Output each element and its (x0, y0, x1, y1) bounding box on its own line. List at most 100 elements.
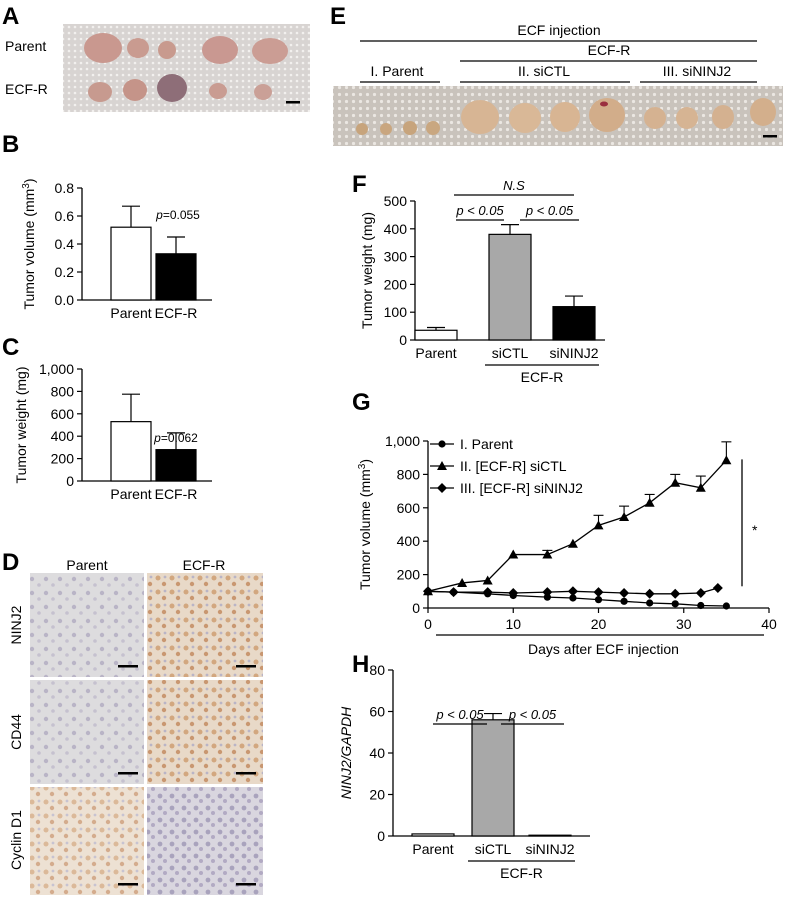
bracket-label: p < 0.05 (525, 203, 574, 218)
ihc-col-label-parent: Parent (66, 557, 107, 573)
y-tick-label: 400 (397, 533, 421, 549)
x-tick-label: 0 (424, 616, 432, 632)
bar (552, 306, 596, 341)
x-tick-label: 40 (761, 616, 777, 632)
y-tick-label: 60 (369, 704, 385, 720)
y-axis-label: Tumor volume (mm3) (21, 178, 38, 309)
y-tick-label: 0.2 (55, 264, 75, 280)
photo-e-header: ECF injection (517, 22, 600, 38)
data-point (697, 601, 705, 610)
y-tick-label: 200 (384, 276, 408, 292)
series-diamond (423, 582, 723, 599)
tumor-specimens-ecf-r (88, 74, 272, 102)
bracket-label: p < 0.05 (508, 707, 557, 722)
panel-label-d: D (2, 549, 19, 576)
data-point (508, 587, 519, 598)
x-tick-label: ECF-R (155, 305, 198, 321)
legend-entry: III. [ECF-R] siNINJ2 (460, 480, 583, 496)
y-tick-label: 1,000 (39, 361, 74, 377)
panel-labels: A B C D E F G H (2, 3, 371, 678)
ihc-row-label-ninj2: NINJ2 (8, 605, 24, 644)
bar (110, 226, 152, 301)
y-tick-label: 0 (66, 473, 74, 489)
data-point (695, 587, 706, 598)
ihc-scale-bars (118, 665, 256, 886)
scale-bar-e (763, 135, 777, 138)
bar (411, 833, 455, 837)
y-tick-label: 600 (51, 406, 75, 422)
ihc-col-label-ecf-r: ECF-R (183, 557, 226, 573)
y-axis-label: Tumor volume (mm3) (357, 459, 374, 590)
data-point (457, 577, 468, 587)
y-tick-label: 0 (399, 332, 407, 348)
x-tick-label: siNINJ2 (549, 345, 598, 361)
bar (488, 233, 532, 341)
y-tick-label: 300 (384, 249, 408, 265)
data-point (448, 587, 459, 598)
y-tick-label: 500 (384, 193, 408, 209)
data-point (438, 440, 446, 448)
y-tick-label: 0 (412, 600, 420, 616)
scale-bar-a (286, 101, 300, 104)
ihc-tile-cyclin-ecf-r (147, 787, 263, 895)
data-point (619, 511, 630, 521)
data-point (619, 587, 630, 598)
y-axis-label: NINJ2/GAPDH (338, 706, 354, 799)
y-tick-label: 0 (377, 828, 385, 844)
photo-a-row-label-parent: Parent (5, 38, 46, 54)
data-point (594, 596, 603, 604)
data-point (569, 594, 577, 602)
bracket-label: p < 0.05 (455, 203, 504, 218)
data-point (620, 597, 628, 605)
y-tick-label: 0.0 (55, 292, 75, 308)
data-point (695, 482, 706, 492)
data-point (508, 549, 519, 559)
y-tick-label: 200 (51, 451, 75, 467)
x-tick-label: siCTL (475, 841, 512, 857)
series-triangle (423, 441, 732, 596)
data-point (722, 602, 730, 610)
photo-a-row-label-ecf-r: ECF-R (5, 81, 48, 97)
tumor-specimens-parent (84, 33, 288, 64)
p-value-label: p=0.055 (155, 208, 200, 222)
data-point (670, 477, 681, 487)
ihc-row-label-cyclin-d1: Cyclin D1 (8, 810, 24, 870)
y-tick-label: 0.6 (55, 208, 75, 224)
panel-a-photo: Parent ECF-R (5, 24, 310, 112)
tumor-specimens-e (356, 98, 776, 135)
bar (471, 719, 515, 837)
legend-entry: II. [ECF-R] siCTL (460, 458, 567, 474)
y-axis-label: Tumor weight (mg) (13, 367, 29, 484)
ihc-tile-cd44-ecf-r (147, 680, 263, 784)
panel-label-b: B (2, 131, 19, 158)
bar (155, 253, 197, 301)
ihc-row-label-cd44: CD44 (8, 714, 24, 750)
x-tick-label: Parent (110, 305, 151, 321)
photo-e-subheader: ECF-R (588, 42, 631, 58)
y-tick-label: 0.8 (55, 180, 75, 196)
chart-c: 0 200 400 600 800 1,000 Tumor weight (mg) Paren… (13, 361, 212, 502)
data-point (593, 587, 604, 598)
x-tick-label: ECF-R (155, 486, 198, 502)
panel-label-h: H (352, 651, 369, 678)
data-point (712, 582, 723, 593)
y-tick-label: 200 (397, 567, 421, 583)
data-point (437, 483, 447, 493)
bar (528, 834, 572, 837)
chart-b: 0.0 0.2 0.4 0.6 0.8 Tumor volume (mm3) Parent E… (21, 178, 212, 321)
data-point (423, 586, 433, 597)
x-tick-label: 30 (676, 616, 692, 632)
y-tick-label: 0.4 (55, 236, 75, 252)
photo-e-group-2: II. siCTL (518, 63, 570, 79)
data-point (482, 575, 493, 585)
data-point (671, 600, 679, 608)
group-label: ECF-R (521, 369, 564, 385)
data-point (644, 588, 655, 599)
legend-entry: I. Parent (460, 436, 513, 452)
panel-d-ihc: Parent ECF-R NINJ2 CD44 Cyclin D1 (8, 557, 263, 895)
data-point (646, 599, 654, 607)
data-point (437, 461, 447, 470)
y-tick-label: 400 (384, 221, 408, 237)
ihc-tile-ninj2-ecf-r (147, 573, 263, 677)
panel-label-a: A (2, 3, 19, 30)
